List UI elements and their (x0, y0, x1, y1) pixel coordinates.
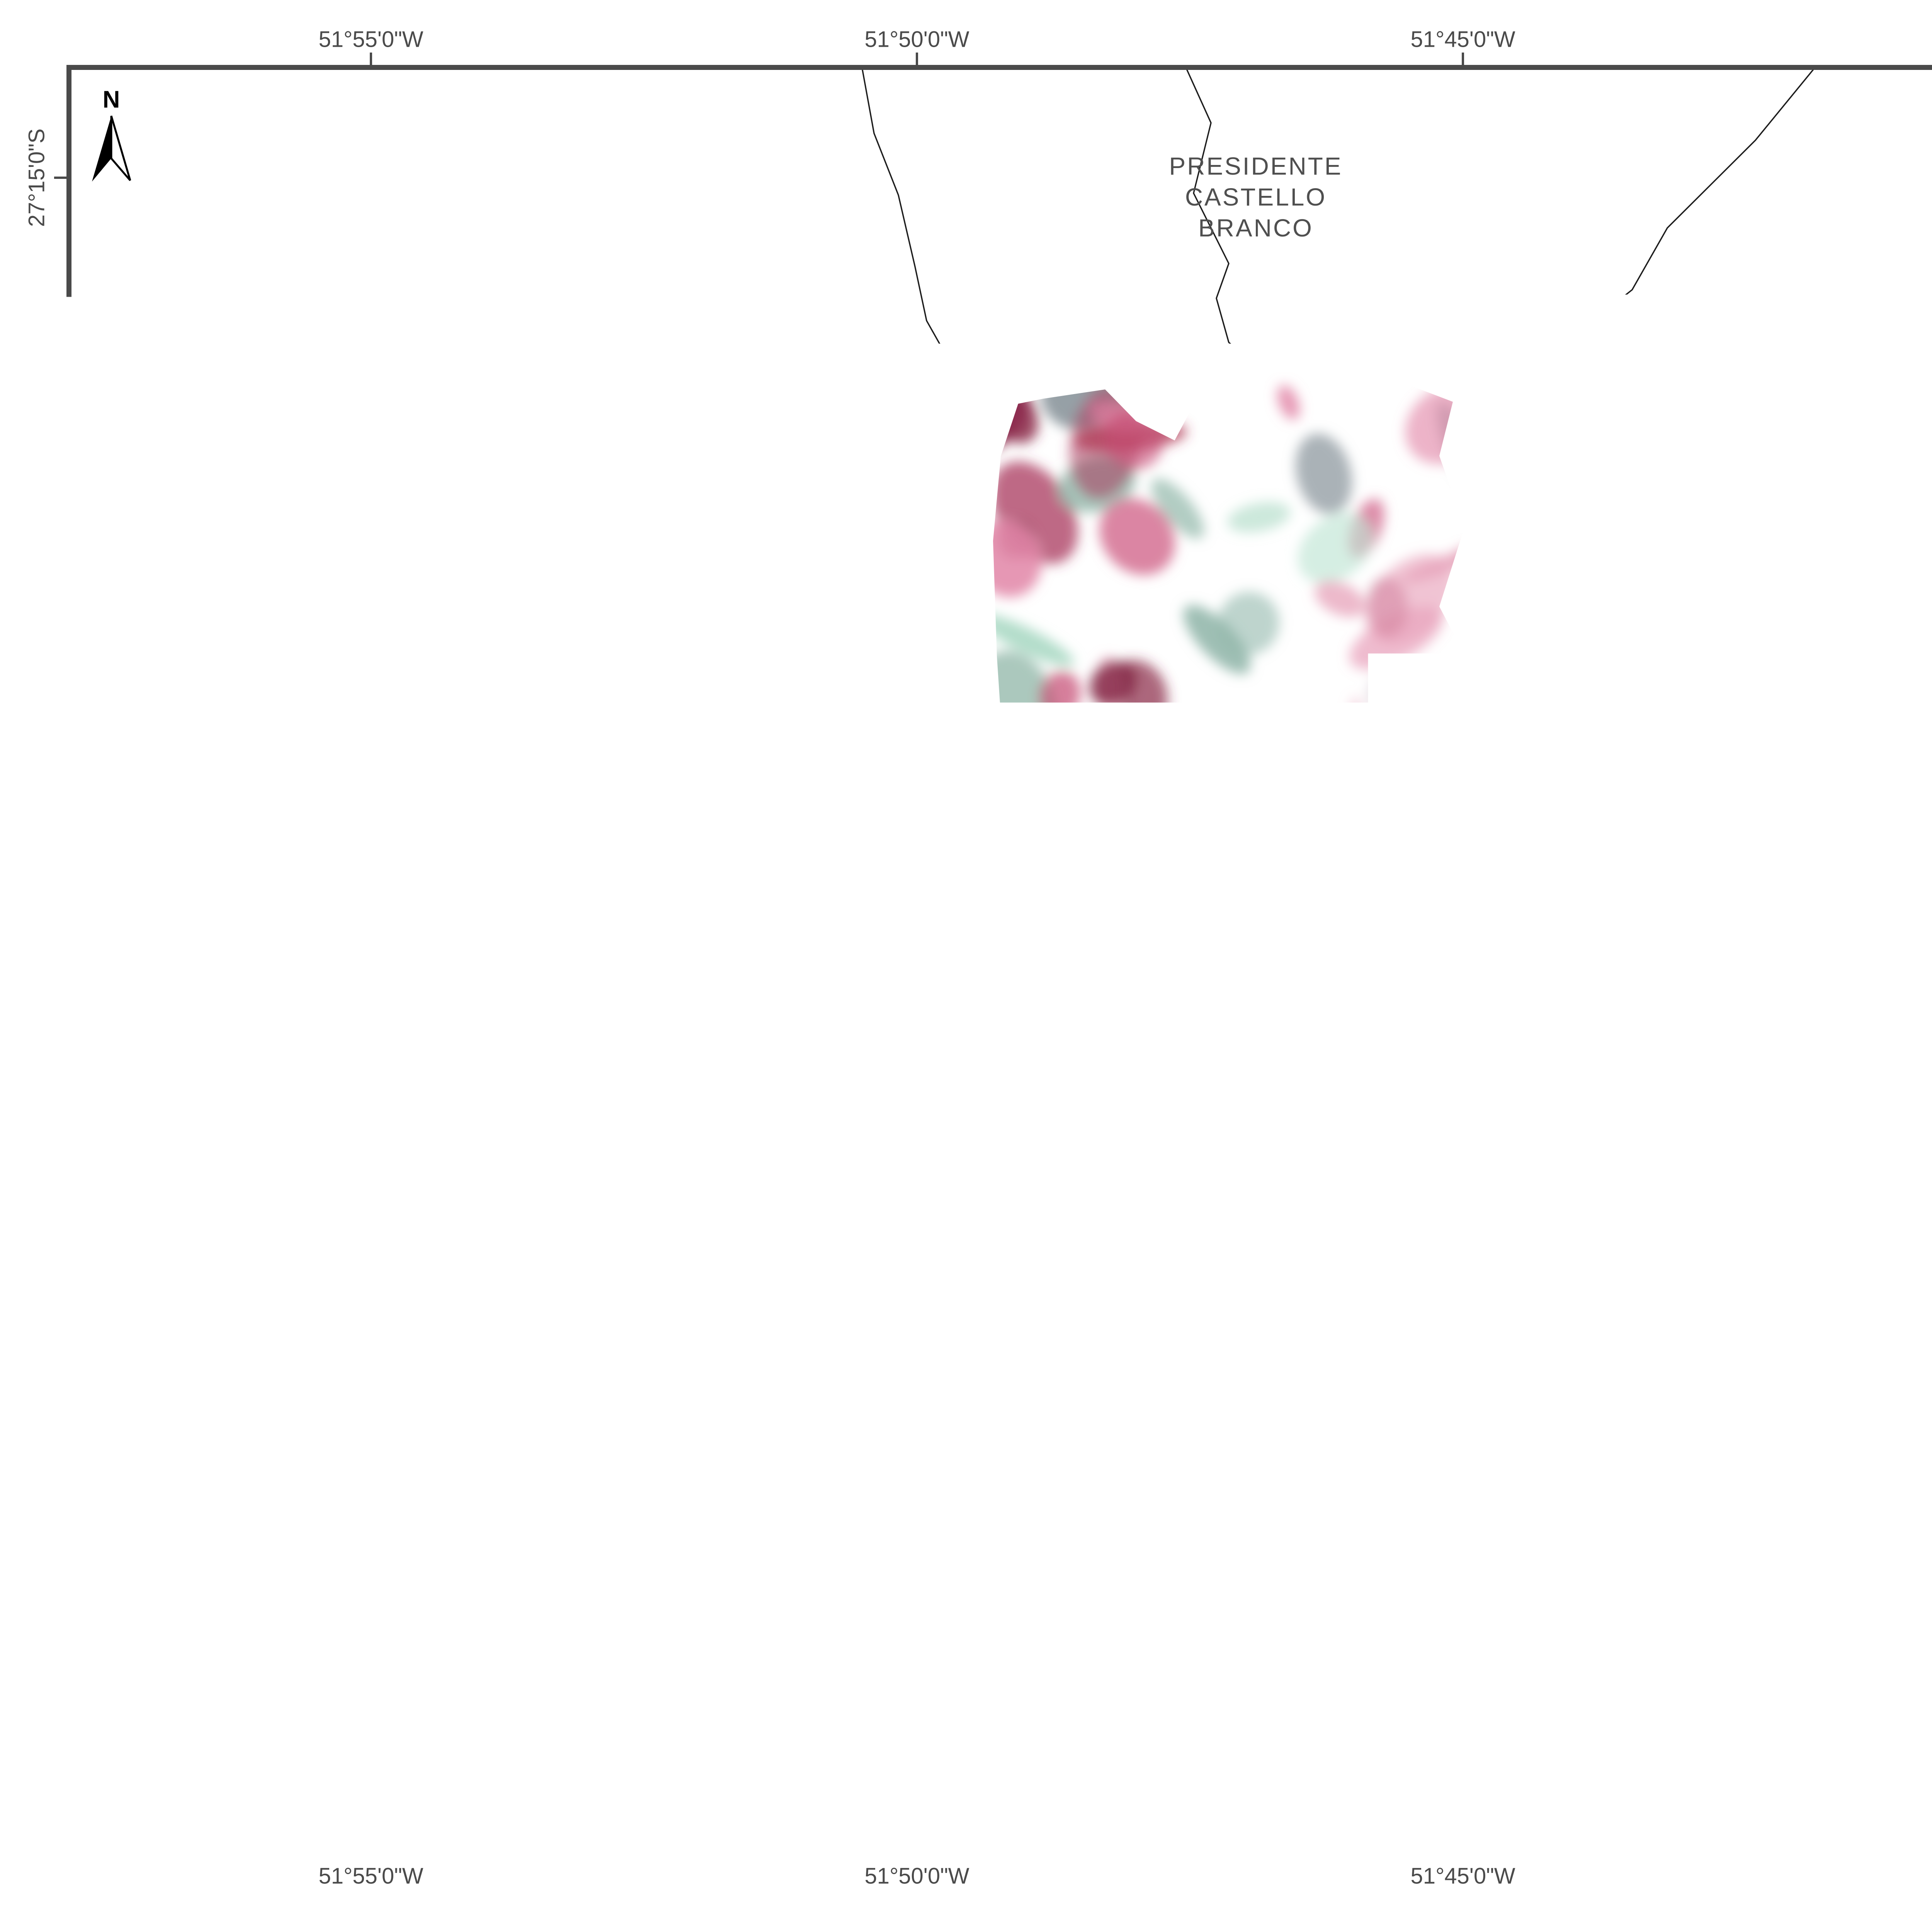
place-pcb-line2: CASTELLO (1169, 182, 1343, 212)
place-abv-line2: VISTA (252, 1215, 398, 1246)
scalebar-label-0: 0 (93, 1769, 106, 1797)
place-pcb-line1: PRESIDENTE (1169, 151, 1343, 182)
coord-top-3: 51°45'0"W (1411, 27, 1515, 53)
coord-top-2: 51°50'0"W (865, 27, 969, 53)
place-abv-line1: ALTO BELA (252, 1185, 398, 1215)
coord-bottom-2: 51°50'0"W (865, 1863, 969, 1889)
coord-left-4: 27°30'0"S (24, 1763, 50, 1861)
coord-top-1: 51°55'0"W (319, 27, 423, 53)
coord-bottom-1: 51°55'0"W (319, 1863, 423, 1889)
place-ouro: OURO (1714, 462, 1794, 493)
place-piratuba: PIRATUBA (1529, 1428, 1663, 1459)
scalebar-label-8km: 8 km (561, 1769, 613, 1797)
coord-bottom-3: 51°45'0"W (1411, 1863, 1515, 1889)
coord-left-3: 27°25'0"S (24, 1218, 50, 1317)
coord-left-1: 27°15'0"S (24, 129, 50, 227)
scalebar-label-2: 2 (210, 1769, 223, 1797)
place-presidente-castello-branco: PRESIDENTE CASTELLO BRANCO (1169, 151, 1343, 243)
place-capinzal: CAPINZAL (1845, 1110, 1932, 1140)
place-peritiba: PERITIBA (587, 818, 712, 849)
place-concordia: CONCÓRDIA (300, 335, 465, 366)
scalebar-label-4: 4 (328, 1769, 341, 1797)
coord-left-2: 27°20'0"S (24, 674, 50, 773)
place-alto-bela-vista: ALTO BELA VISTA (252, 1185, 398, 1246)
place-pcb-line3: BRANCO (1169, 212, 1343, 243)
north-arrow-label: N (103, 86, 120, 114)
map-frame (66, 65, 1932, 1851)
